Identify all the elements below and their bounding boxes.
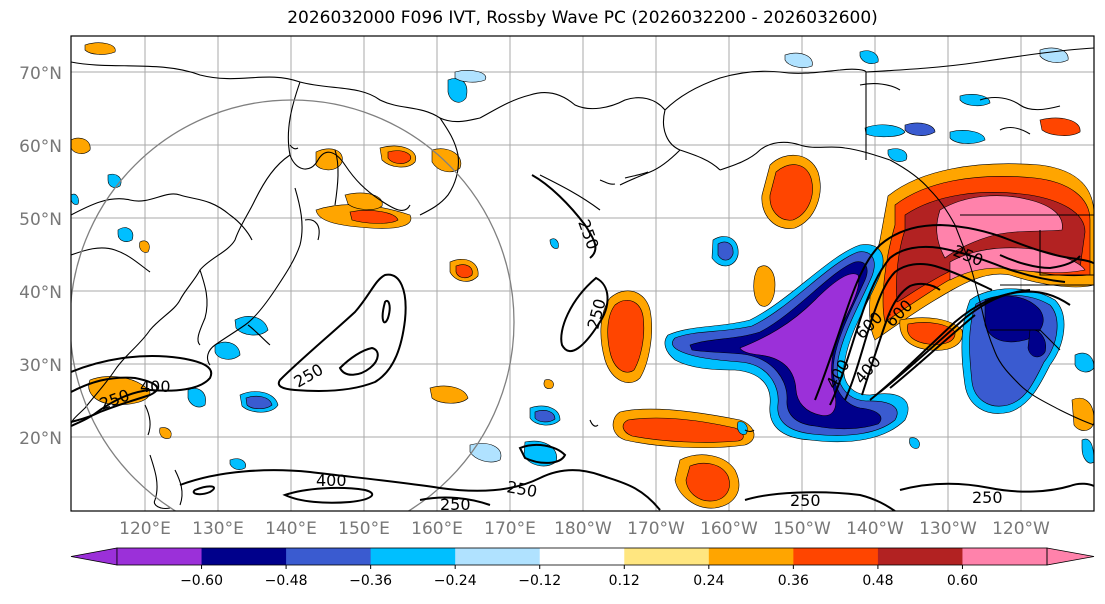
colorbar-extend-high: [1046, 547, 1095, 566]
colorbar-tick-label: −0.48: [265, 573, 308, 589]
lon-label: 140°W: [846, 519, 904, 539]
colorbar-segment: [455, 548, 541, 565]
lon-label: 150°W: [773, 519, 831, 539]
contour-label: 250: [440, 495, 471, 514]
longitude-labels: 120°E 130°E 140°E 150°E 160°E 170°E 180°W 170°W…: [119, 519, 1050, 539]
colorbar-segment: [962, 548, 1048, 565]
contour-label: 400: [140, 377, 171, 396]
colorbar-tick-label: −0.12: [518, 573, 561, 589]
colorbar-segment: [370, 548, 456, 565]
colorbar-segment: [877, 548, 963, 565]
colorbar-tick-label: 0.24: [693, 573, 724, 589]
colorbar-tick-label: −0.24: [434, 573, 477, 589]
lon-label: 150°E: [338, 519, 390, 539]
colorbar-segment: [286, 548, 372, 565]
lon-label: 140°E: [265, 519, 317, 539]
colorbar-tick-label: 0.60: [947, 573, 978, 589]
colorbar-segment: [793, 548, 879, 565]
contour-label: 400: [316, 471, 347, 490]
map-frame: [70, 35, 1095, 512]
colorbar: −0.60 −0.48 −0.36 −0.24 −0.12 0.12 0.24 0.36 0.4…: [70, 547, 1095, 589]
contour-label: 250: [972, 488, 1003, 507]
lon-label: 180°W: [554, 519, 612, 539]
lat-label: 70°N: [19, 64, 62, 84]
positive-anomaly-shading: [71, 42, 1094, 509]
negative-anomaly-shading: [71, 47, 1094, 470]
map-title: 2026032000 F096 IVT, Rossby Wave PC (202…: [287, 8, 878, 28]
lon-label: 120°E: [119, 519, 171, 539]
lat-label: 40°N: [19, 283, 62, 303]
lon-label: 170°W: [627, 519, 685, 539]
lon-label: 160°W: [700, 519, 758, 539]
lat-label: 20°N: [19, 429, 62, 449]
lon-label: 160°E: [411, 519, 463, 539]
lat-label: 50°N: [19, 210, 62, 230]
map-content: 250 250 250 400 250 400 250 250 250 250 …: [71, 36, 1094, 514]
lon-label: 120°W: [992, 519, 1050, 539]
lon-label: 130°W: [919, 519, 977, 539]
colorbar-segment: [708, 548, 794, 565]
lat-label: 60°N: [19, 137, 62, 157]
colorbar-tick-label: 0.48: [862, 573, 893, 589]
lat-label: 30°N: [19, 356, 62, 376]
colorbar-extend-low: [70, 547, 118, 566]
coastlines: [71, 47, 1094, 509]
lon-label: 170°E: [484, 519, 536, 539]
latitude-labels: 70°N 60°N 50°N 40°N 30°N 20°N: [19, 64, 62, 449]
colorbar-segment: [539, 548, 625, 565]
colorbar-tick-label: −0.60: [180, 573, 223, 589]
colorbar-frame: [116, 547, 1048, 566]
colorbar-segment: [624, 548, 710, 565]
ivt-contours: [71, 174, 1094, 511]
colorbar-tick-label: −0.36: [349, 573, 392, 589]
great-circle: [71, 99, 515, 511]
colorbar-segment: [201, 548, 287, 565]
colorbar-tick-label: 0.12: [609, 573, 640, 589]
lon-label: 130°E: [192, 519, 244, 539]
colorbar-segment: [117, 548, 203, 565]
contour-label: 250: [790, 491, 821, 510]
colorbar-tick-label: 0.36: [778, 573, 809, 589]
